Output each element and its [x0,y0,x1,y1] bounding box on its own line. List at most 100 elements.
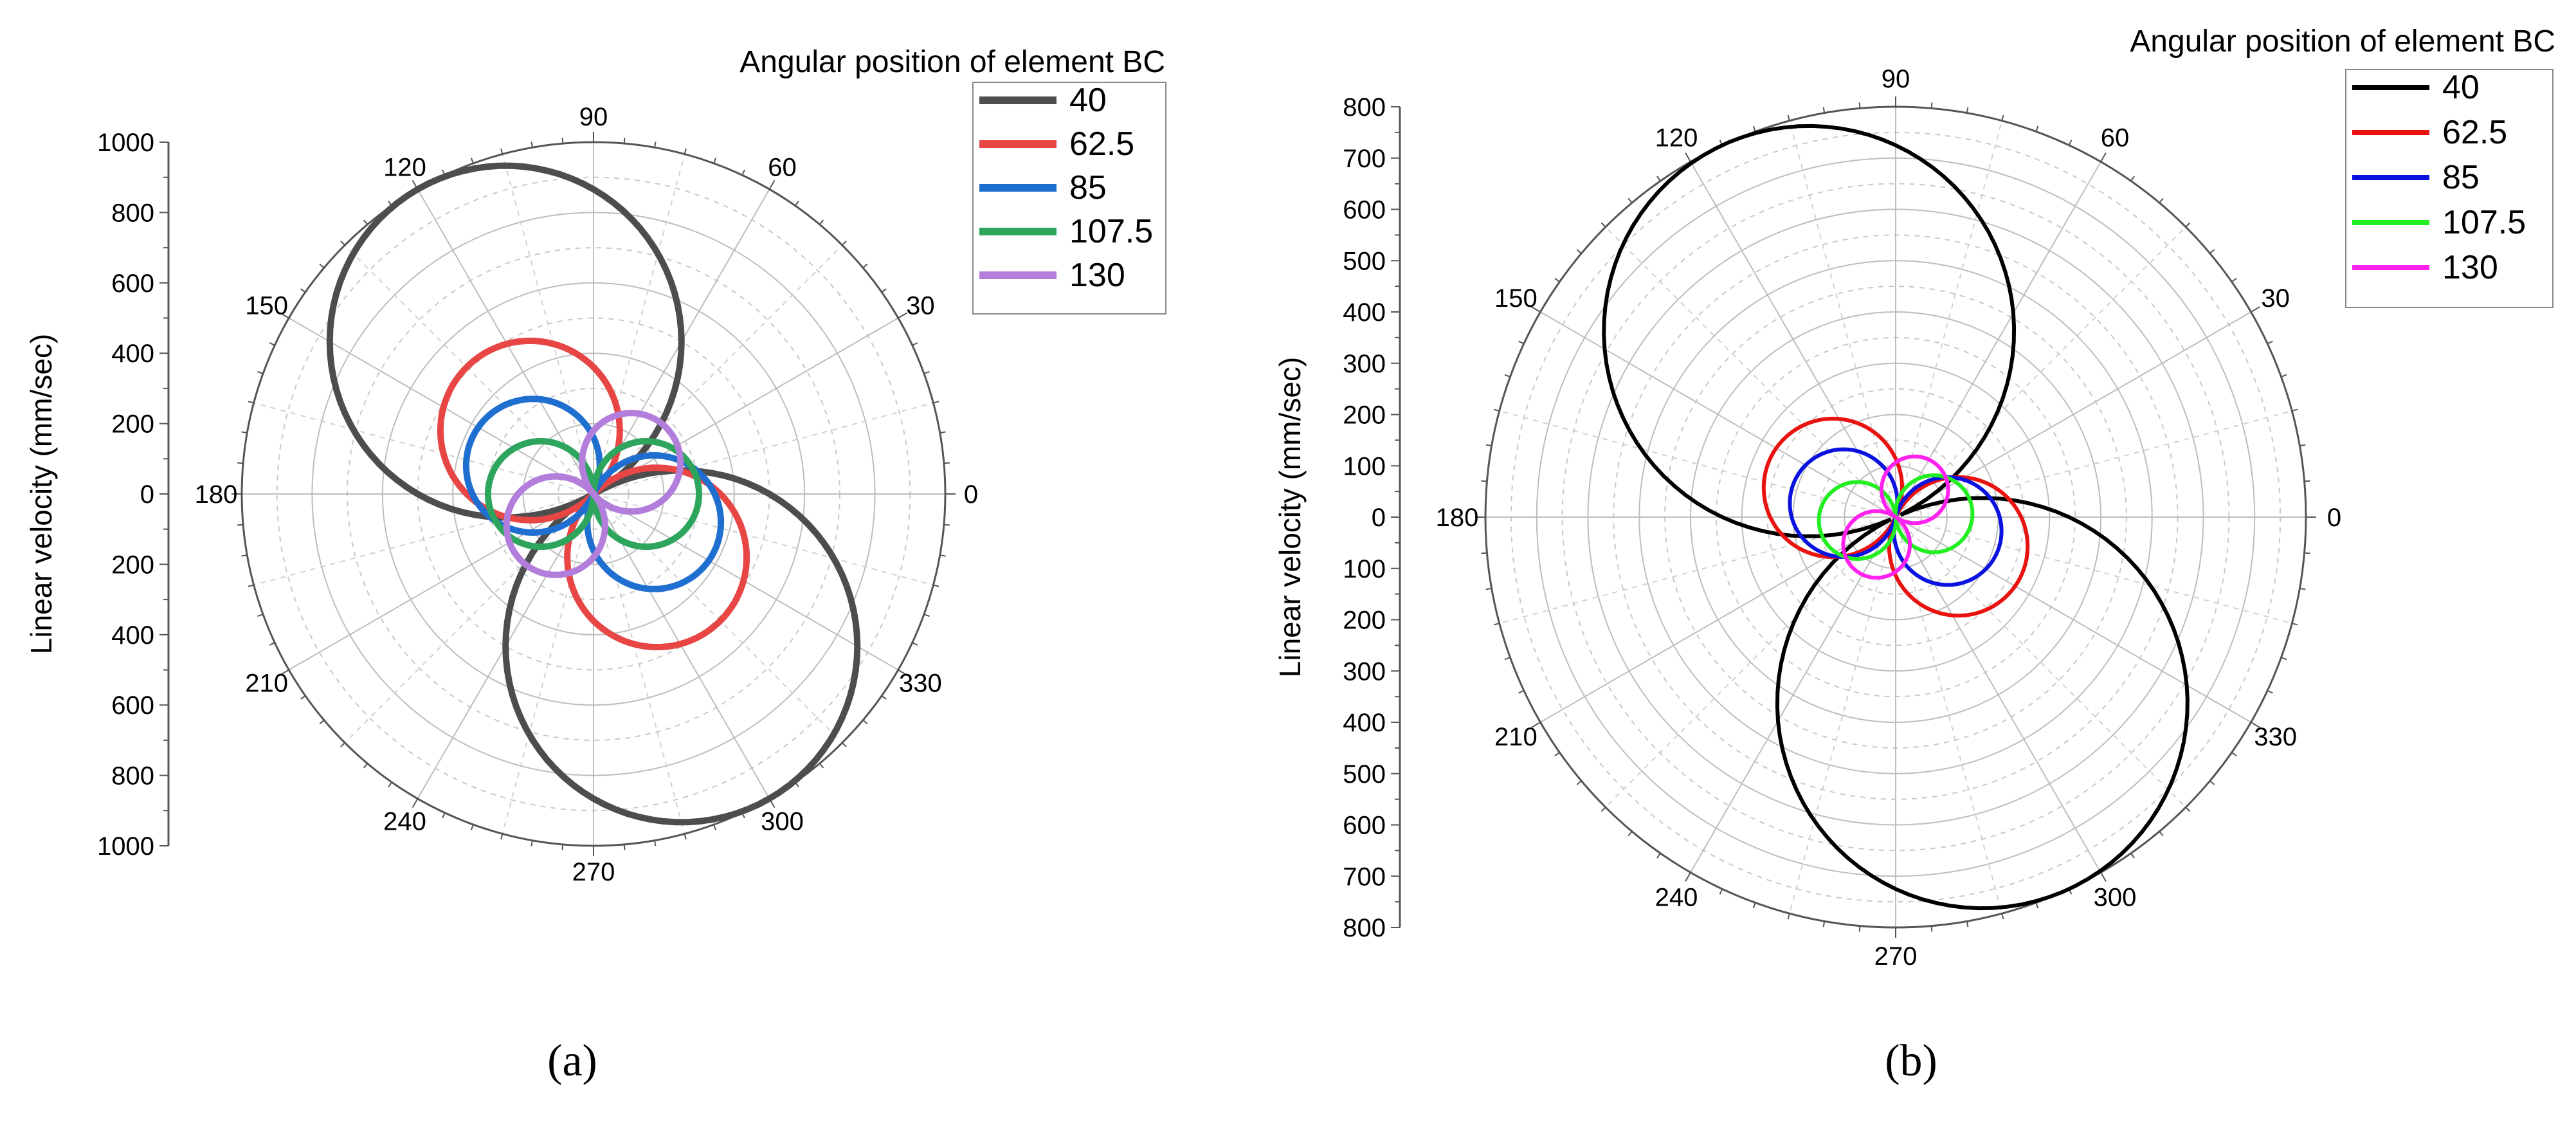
radial-tick-label: 1000 [97,832,154,861]
angle-tick-mark [881,288,887,293]
angle-tick-mark [470,824,474,830]
angle-label: 120 [383,154,426,182]
radial-tick-label: 400 [1343,709,1386,737]
angle-tick-mark [2299,444,2306,447]
angle-tick-mark [819,763,824,769]
angle-tick-mark [2231,752,2237,756]
angle-label: 240 [383,807,426,835]
angle-tick-mark [2130,853,2135,859]
angle-tick-mark [1493,623,1500,626]
angle-tick-mark [1493,408,1500,412]
angle-label: 150 [245,292,288,320]
angle-tick-mark [1685,152,1691,162]
major-spoke [1690,161,1896,518]
angle-tick-mark [1752,902,1756,909]
angle-tick-mark [2100,152,2107,162]
radial-tick-label: 800 [111,199,154,227]
angle-tick-mark [269,342,275,346]
angle-tick-mark [388,781,393,788]
angle-tick-mark [2304,480,2310,482]
radial-tick-label: 0 [1372,504,1386,532]
angle-tick-mark [623,844,626,850]
angle-tick-mark [1601,807,1606,812]
radial-tick-label: 300 [1343,350,1386,378]
angle-tick-mark [1822,921,1826,927]
angle-tick-mark [2035,125,2039,132]
angle-tick-mark [2100,872,2107,882]
angle-tick-mark [279,669,289,676]
angle-label: 0 [2327,504,2341,532]
angle-tick-mark [713,158,717,164]
series-curve-40 [1602,123,2190,911]
angle-tick-mark [2185,222,2191,228]
minor-spoke [1605,226,1896,518]
radial-tick-label: 500 [1343,760,1386,789]
polar-chart-a: 0 30 60 90 120 150 180 210 240 270 300 330 1000 800 60… [24,45,1166,886]
angle-label: 240 [1655,884,1698,912]
angle-tick-mark [1685,872,1691,882]
angle-tick-mark [654,840,657,846]
series-curve-130 [503,410,684,578]
ylabel: Linear velocity (mm/sec) [24,334,58,654]
minor-spoke [1788,516,1896,914]
angle-tick-mark [1787,913,1790,920]
angle-tick-mark [500,148,503,154]
angle-tick-mark [1752,125,1756,132]
radial-tick-label: 400 [111,621,154,650]
angle-tick-mark [898,669,908,676]
angle-tick-mark [1504,657,1510,661]
legend: Angular position of element BC4062.58510… [739,45,1166,315]
angle-tick-mark [2068,140,2073,146]
angle-tick-mark [442,812,446,819]
angle-tick-mark [2130,176,2135,181]
angle-tick-mark [654,142,657,148]
angle-tick-mark [842,241,847,246]
radial-tick-label: 800 [1343,93,1386,122]
angle-tick-mark [943,462,950,464]
angle-tick-mark [1481,480,1487,482]
minor-spoke [593,493,843,744]
angle-tick-mark [1601,222,1606,228]
angle-tick-mark [340,241,345,246]
angle-tick-mark [819,219,824,225]
series-curve-85 [1788,447,2004,587]
angle-tick-mark [2281,657,2287,661]
angle-label: 30 [2261,284,2290,313]
angle-tick-mark [939,431,946,434]
minor-spoke [502,154,594,495]
angle-label: 300 [2094,884,2137,912]
angle-tick-mark [1628,197,1633,203]
minor-spoke [253,402,594,495]
legend-label: 130 [1069,257,1125,294]
angle-tick-mark [1504,374,1510,378]
angle-tick-mark [862,263,868,269]
radial-tick-label: 800 [1343,914,1386,942]
legend-label: 40 [1069,82,1107,119]
angle-label: 60 [768,154,797,182]
legend: Angular position of element BC4062.58510… [2130,24,2555,308]
angle-tick-mark [939,554,946,557]
angle-label: 120 [1655,123,1698,152]
legend-title: Angular position of element BC [2130,24,2555,59]
angle-tick-mark [2251,306,2260,313]
angle-tick-mark [2251,722,2260,728]
radial-tick-label: 1000 [97,129,154,157]
angle-tick-mark [2292,408,2298,412]
radial-tick-label: 200 [111,410,154,439]
minor-spoke [593,154,685,495]
angle-tick-mark [2299,587,2306,590]
angle-tick-mark [1576,780,1582,785]
angle-tick-mark [2304,552,2310,554]
angle-tick-mark [1485,444,1492,447]
angle-tick-mark [319,719,325,725]
angle-tick-mark [500,834,503,840]
minor-spoke [593,402,934,495]
series-curve-107.5 [484,438,703,550]
minor-spoke [253,493,594,586]
angle-label: 30 [906,292,935,320]
angle-label: 330 [899,670,942,698]
angle-tick-mark [241,554,248,557]
major-spoke [288,493,594,671]
minor-spoke [1895,120,2003,518]
